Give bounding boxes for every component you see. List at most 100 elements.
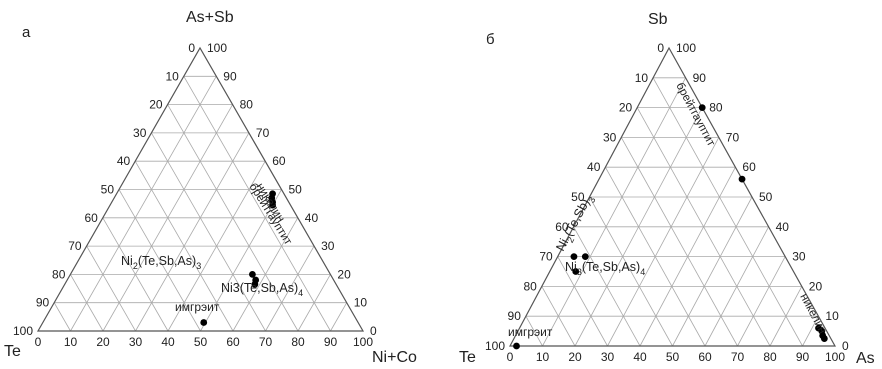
data-point xyxy=(249,271,256,278)
grid-line xyxy=(232,217,299,332)
tick-label-bottom: 30 xyxy=(129,335,143,349)
annotation-nikelin-b: никелин xyxy=(797,292,828,336)
tick-label-right: 30 xyxy=(321,239,335,253)
tick-label-right: 50 xyxy=(289,183,303,197)
grid-line xyxy=(70,76,217,332)
tick-label-left: 60 xyxy=(555,220,569,234)
grid-line xyxy=(297,274,331,332)
annotation-imgreite-b: имгрэит xyxy=(508,325,553,339)
grid-line xyxy=(151,132,266,332)
apex-right-label-b: As xyxy=(856,350,875,367)
data-point xyxy=(820,335,828,342)
tick-label-right: 20 xyxy=(337,267,351,281)
grid-line xyxy=(557,256,608,347)
tick-label-right: 100 xyxy=(207,41,227,55)
tick-label-bottom: 60 xyxy=(226,335,240,349)
grid-line xyxy=(769,286,803,347)
data-point xyxy=(570,253,578,260)
tick-label-right: 70 xyxy=(256,126,270,140)
tick-label-left: 10 xyxy=(165,69,179,83)
grid-line xyxy=(200,189,282,332)
triangle-frame-b xyxy=(508,46,837,347)
panel-label-a: а xyxy=(22,24,31,41)
tick-label-left: 30 xyxy=(603,130,617,144)
panel-label-b: б xyxy=(486,31,495,48)
grid-line xyxy=(589,196,673,347)
tick-label-left: 70 xyxy=(539,250,553,264)
data-point xyxy=(269,201,276,209)
tick-label-bottom: 60 xyxy=(698,350,712,364)
data-point xyxy=(200,319,208,326)
data-point xyxy=(581,253,589,260)
tick-label-left: 20 xyxy=(149,98,163,112)
grid-line xyxy=(652,77,803,347)
tick-label-right: 0 xyxy=(842,339,849,353)
apex-top-label-b: Sb xyxy=(648,11,668,28)
grid-line xyxy=(330,302,348,332)
tick-label-left: 90 xyxy=(36,296,50,310)
tick-label-left: 50 xyxy=(571,190,585,204)
tick-label-bottom: 20 xyxy=(568,350,582,364)
data-point xyxy=(572,268,580,275)
grid-lines-a xyxy=(53,75,348,332)
tick-label-right: 80 xyxy=(709,101,723,115)
data-point xyxy=(251,280,259,288)
tick-label-bottom: 50 xyxy=(666,350,680,364)
tick-label-right: 60 xyxy=(742,160,756,174)
tick-label-bottom: 70 xyxy=(259,335,273,349)
tick-label-right: 90 xyxy=(223,69,237,83)
tick-label-right: 10 xyxy=(825,309,839,323)
tick-label-left: 40 xyxy=(117,154,131,168)
tick-label-right: 0 xyxy=(370,324,377,338)
data-point xyxy=(513,342,520,350)
tick-labels-b: 0 0 0 10 10 10 20 20 20 30 30 30 40 40 40 50 50 50 60 60 60 7… xyxy=(485,41,849,364)
tick-label-right: 60 xyxy=(272,154,286,168)
tick-label-right: 30 xyxy=(792,250,806,264)
grid-line xyxy=(70,274,104,332)
data-points-a xyxy=(200,190,276,326)
apex-left-label-a: Te xyxy=(4,343,21,360)
annotation-imgreite-a: имгрэит xyxy=(175,300,220,314)
grid-line xyxy=(607,137,720,347)
tick-label-bottom: 0 xyxy=(35,335,42,349)
grid-line xyxy=(737,256,786,347)
tick-label-bottom: 40 xyxy=(633,350,647,364)
tick-label-right: 10 xyxy=(354,296,368,310)
apex-top-label-a: As+Sb xyxy=(186,9,234,26)
apex-left-label-b: Te xyxy=(459,349,476,366)
annotation-ni2-teSbAs3-a: Ni2(Te,Sb,As)3 xyxy=(121,254,201,271)
tick-label-left: 30 xyxy=(133,126,147,140)
grid-line xyxy=(573,226,641,347)
tick-label-bottom: 10 xyxy=(64,335,78,349)
tick-label-left: 0 xyxy=(657,41,664,55)
tick-label-right: 50 xyxy=(759,190,773,204)
tick-label-right: 20 xyxy=(809,279,823,293)
tick-label-bottom: 0 xyxy=(507,350,514,364)
tick-label-bottom: 80 xyxy=(763,350,777,364)
grid-lines-b xyxy=(525,77,819,347)
tick-label-bottom: 50 xyxy=(194,335,208,349)
tick-label-left: 80 xyxy=(523,279,537,293)
ternary-panel-b: 0 0 0 10 10 10 20 20 20 30 30 30 40 40 40 50 50 50 60 60 60 7… xyxy=(459,11,875,367)
tick-label-left: 20 xyxy=(619,101,633,115)
tick-label-left: 80 xyxy=(52,267,66,281)
annotation-ni3-teSbAs4-b: Ni3(Te,Sb,As)4 xyxy=(565,260,645,277)
tick-label-right: 90 xyxy=(693,71,707,85)
tick-label-right: 80 xyxy=(240,98,254,112)
tick-label-bottom: 20 xyxy=(96,335,110,349)
grid-line xyxy=(183,76,331,332)
data-point xyxy=(698,104,706,111)
tick-label-bottom: 40 xyxy=(161,335,175,349)
tick-label-left: 70 xyxy=(68,239,82,253)
tick-label-left: 10 xyxy=(635,71,649,85)
tick-label-left: 50 xyxy=(101,183,115,197)
grid-line xyxy=(525,316,543,347)
tick-label-bottom: 70 xyxy=(731,350,745,364)
grid-line xyxy=(118,189,201,332)
grid-line xyxy=(802,316,819,347)
annotation-breithauptite-b: брейтгауптит xyxy=(673,81,717,149)
tick-label-left: 40 xyxy=(587,160,601,174)
tick-label-right: 40 xyxy=(776,220,790,234)
